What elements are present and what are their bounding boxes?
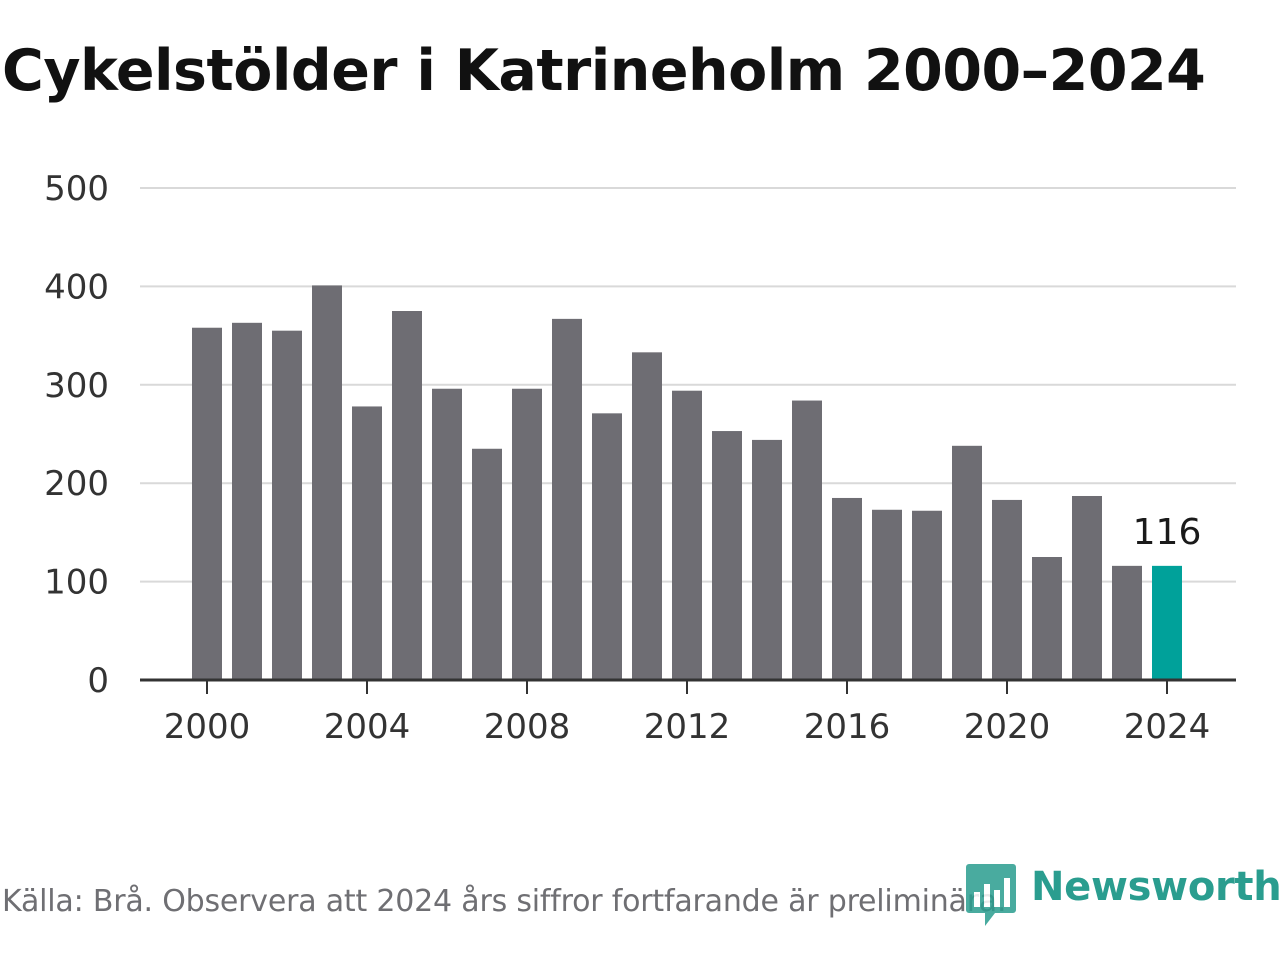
y-tick-label-200: 200 bbox=[44, 464, 109, 504]
data-label-2024: 116 bbox=[1133, 512, 1202, 553]
bar-2004 bbox=[352, 406, 382, 680]
bar-2024 bbox=[1152, 565, 1182, 680]
bar-2020 bbox=[992, 499, 1022, 680]
bar-2007 bbox=[472, 448, 502, 680]
y-axis-tick-labels: 0 100 200 300 400 500 bbox=[44, 169, 109, 701]
bar-2012 bbox=[672, 390, 702, 680]
bar-2009 bbox=[552, 318, 582, 680]
brand: Newsworthy bbox=[965, 862, 1280, 928]
x-axis bbox=[140, 678, 1236, 694]
y-tick-label-500: 500 bbox=[44, 169, 109, 209]
bar-2023 bbox=[1112, 565, 1142, 680]
bar-2022 bbox=[1072, 495, 1102, 680]
bar-chart: 0 100 200 300 400 500 2000 2004 2008 2012 2016 202… bbox=[44, 169, 1236, 747]
x-tick-label-2020: 2020 bbox=[964, 707, 1051, 747]
y-tick-label-400: 400 bbox=[44, 267, 109, 307]
bar-2003 bbox=[312, 285, 342, 680]
bar-2010 bbox=[592, 413, 622, 680]
bar-2019 bbox=[952, 445, 982, 680]
newsworthy-logo-icon bbox=[966, 864, 1016, 926]
y-tick-label-0: 0 bbox=[87, 661, 109, 701]
bar-2013 bbox=[712, 431, 742, 680]
bar-2016 bbox=[832, 497, 862, 680]
x-tick-label-2024: 2024 bbox=[1124, 707, 1211, 747]
x-tick-label-2000: 2000 bbox=[164, 707, 251, 747]
data-labels: 116 bbox=[1133, 512, 1202, 553]
x-tick-label-2008: 2008 bbox=[484, 707, 571, 747]
brand-name: Newsworthy bbox=[1031, 864, 1280, 910]
bar-2018 bbox=[912, 510, 942, 680]
chart-title: Cykelstölder i Katrineholm 2000–2024 bbox=[2, 38, 1206, 104]
x-tick-label-2016: 2016 bbox=[804, 707, 891, 747]
x-tick-label-2004: 2004 bbox=[324, 707, 411, 747]
bar-2015 bbox=[792, 400, 822, 680]
bar-2021 bbox=[1032, 557, 1062, 680]
bar-2017 bbox=[872, 509, 902, 680]
x-axis-tick-labels: 2000 2004 2008 2012 2016 2020 2024 bbox=[164, 707, 1211, 747]
source-note: Källa: Brå. Observera att 2024 års siffr… bbox=[2, 884, 1007, 919]
bar-2006 bbox=[432, 388, 462, 680]
bar-2011 bbox=[632, 352, 662, 680]
bar-2005 bbox=[392, 311, 422, 680]
bar-2001 bbox=[232, 322, 262, 680]
bar-2002 bbox=[272, 330, 302, 680]
bar-2000 bbox=[192, 327, 222, 680]
y-tick-label-300: 300 bbox=[44, 366, 109, 406]
x-tick-label-2012: 2012 bbox=[644, 707, 731, 747]
bar-2014 bbox=[752, 439, 782, 680]
bars bbox=[192, 285, 1182, 680]
y-tick-label-100: 100 bbox=[44, 563, 109, 603]
bar-2008 bbox=[512, 388, 542, 680]
